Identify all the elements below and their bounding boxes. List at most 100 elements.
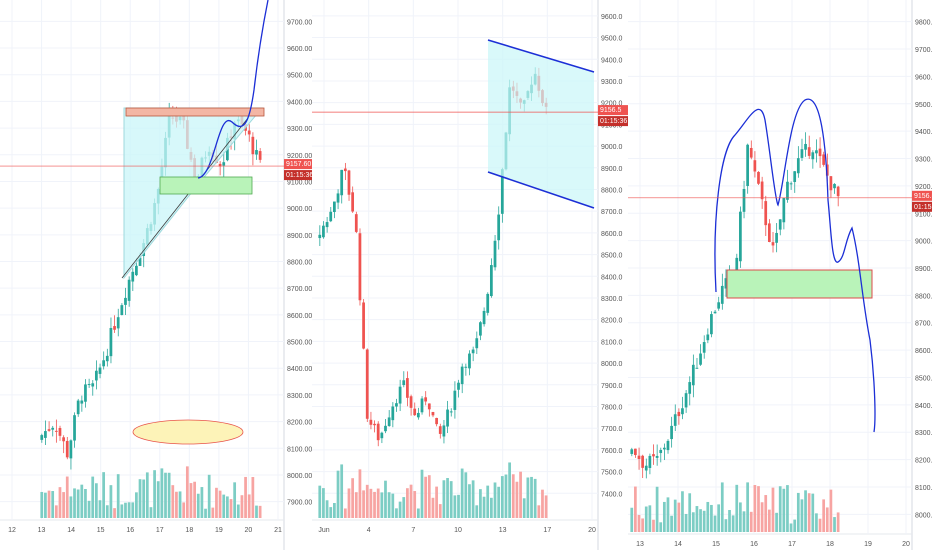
volume-bar bbox=[825, 507, 829, 532]
candle-body bbox=[800, 149, 804, 158]
volume-bar bbox=[44, 492, 47, 518]
time-label-box bbox=[598, 116, 628, 127]
volume-bar bbox=[247, 494, 251, 518]
volume-bar bbox=[717, 504, 721, 532]
candle-body bbox=[749, 147, 753, 158]
time-label-box bbox=[284, 170, 312, 181]
volume-bar bbox=[160, 468, 164, 518]
y-tick-label: 9500.0 bbox=[601, 36, 623, 43]
volume-bar bbox=[124, 502, 127, 518]
volume-bar bbox=[340, 464, 344, 518]
candle-body bbox=[796, 158, 800, 174]
volume-bar bbox=[58, 487, 62, 518]
y-tick-label: 8200.0 bbox=[601, 318, 623, 325]
volume-bar bbox=[365, 484, 369, 518]
candle-body bbox=[416, 412, 420, 418]
x-tick-label: 14 bbox=[674, 541, 682, 548]
x-tick-label: 18 bbox=[185, 527, 193, 534]
resistance-zone bbox=[125, 107, 265, 117]
volume-bar bbox=[449, 481, 453, 518]
candle-body bbox=[127, 279, 131, 301]
x-tick-label: 20 bbox=[588, 527, 596, 534]
volume-bar bbox=[775, 512, 778, 532]
candle-body bbox=[681, 408, 684, 415]
y-tick-label: 8000.0 bbox=[601, 361, 623, 368]
channel-upper-line bbox=[487, 39, 595, 73]
volume-bar bbox=[185, 466, 189, 518]
volume-bar bbox=[739, 502, 742, 532]
y-tick-label: 8400.00 bbox=[287, 366, 312, 373]
volume-bar bbox=[767, 509, 771, 532]
volume-bar bbox=[815, 513, 818, 532]
candle-body bbox=[486, 293, 490, 313]
y-tick-label: 8100.0 bbox=[915, 485, 932, 492]
price-label: 9157.60 bbox=[286, 161, 311, 168]
candle-body bbox=[724, 278, 728, 289]
candle-body bbox=[641, 455, 644, 468]
volume-bar bbox=[804, 490, 807, 532]
candle-body bbox=[471, 349, 475, 354]
y-tick-label: 9400.00 bbox=[287, 99, 312, 106]
candle-body bbox=[333, 201, 336, 213]
candle-body bbox=[818, 148, 822, 157]
volume-bar bbox=[204, 508, 207, 518]
volume-bar bbox=[453, 495, 457, 518]
candle-body bbox=[94, 370, 98, 381]
candle-body bbox=[325, 222, 329, 228]
volume-bar bbox=[193, 481, 196, 518]
candle-body bbox=[771, 242, 775, 246]
candle-body bbox=[479, 322, 482, 336]
candle-body bbox=[76, 400, 80, 415]
x-tick-label: 19 bbox=[215, 527, 223, 534]
candle-body bbox=[710, 314, 713, 335]
candle-body bbox=[637, 455, 641, 460]
volume-bar bbox=[746, 482, 749, 532]
candle-body bbox=[760, 181, 764, 200]
volume-bar bbox=[343, 508, 347, 518]
volume-bar bbox=[637, 514, 641, 532]
candle-body bbox=[406, 378, 409, 398]
candle-body bbox=[255, 150, 258, 155]
volume-bar bbox=[65, 476, 69, 518]
volume-bar bbox=[127, 502, 131, 518]
volume-bar bbox=[753, 485, 757, 532]
y-tick-label: 9100.0 bbox=[915, 211, 932, 218]
volume-bar bbox=[778, 486, 782, 532]
candle-body bbox=[362, 302, 365, 349]
candle-body bbox=[138, 257, 142, 266]
candle-body bbox=[62, 437, 65, 442]
y-tick-label: 8500.0 bbox=[915, 375, 932, 382]
volume-bar bbox=[522, 498, 526, 518]
candle-body bbox=[384, 425, 387, 432]
volume-bar bbox=[387, 492, 391, 518]
volume-bar bbox=[464, 472, 468, 518]
volume-bar bbox=[684, 513, 688, 532]
y-tick-label: 8800.0 bbox=[915, 293, 932, 300]
channel-fill bbox=[488, 40, 594, 208]
y-tick-label: 8600.0 bbox=[915, 348, 932, 355]
y-tick-label: 8100.0 bbox=[601, 339, 623, 346]
volume-bar bbox=[688, 493, 692, 532]
volume-bar bbox=[786, 485, 789, 532]
candle-body bbox=[387, 417, 391, 427]
volume-bar bbox=[735, 484, 739, 532]
y-tick-label: 9800.0 bbox=[915, 20, 932, 27]
candle-body bbox=[446, 409, 449, 427]
candle-body bbox=[442, 425, 446, 437]
candle-body bbox=[424, 397, 428, 402]
volume-bar bbox=[102, 472, 106, 518]
y-tick-label: 8500.00 bbox=[287, 340, 312, 347]
candle-body bbox=[775, 232, 778, 243]
volume-bar bbox=[240, 495, 244, 518]
candle-body bbox=[44, 431, 47, 438]
volume-bar bbox=[73, 488, 76, 518]
x-tick-label: 4 bbox=[367, 527, 371, 534]
candle-body bbox=[251, 136, 255, 155]
candle-body bbox=[493, 240, 497, 268]
y-tick-label: 9200.00 bbox=[287, 153, 312, 160]
volume-bar bbox=[482, 496, 486, 518]
volume-bar bbox=[113, 508, 116, 518]
volume-bar bbox=[427, 475, 431, 518]
candle-body bbox=[453, 390, 457, 410]
price-label-box bbox=[598, 105, 628, 116]
